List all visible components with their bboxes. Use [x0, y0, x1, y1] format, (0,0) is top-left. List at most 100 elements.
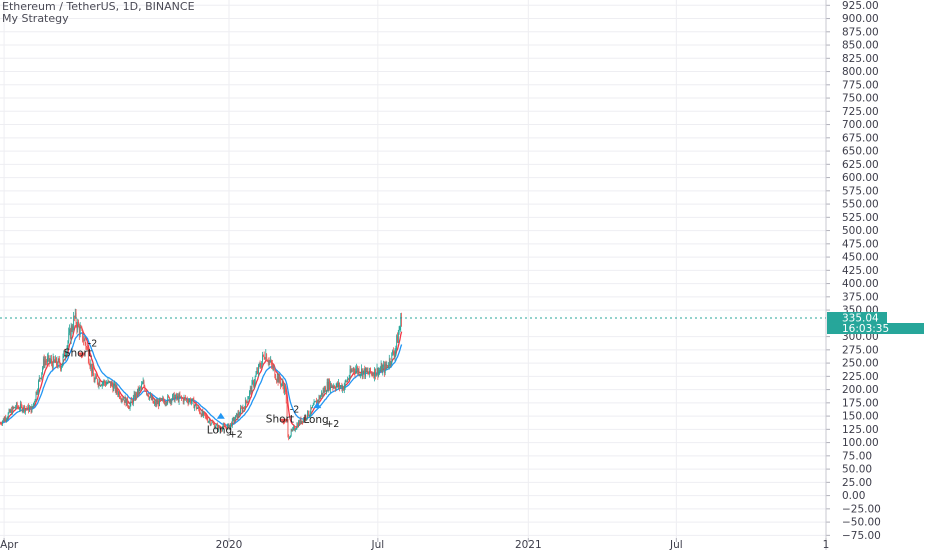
price-tick-label: 825.00 [842, 53, 879, 65]
candle-body [208, 421, 210, 423]
candle-body [325, 387, 326, 392]
candle-body [363, 368, 365, 371]
candle-body [199, 409, 201, 414]
candle-body [235, 415, 237, 420]
strategy-name[interactable]: My Strategy [2, 12, 69, 25]
candle-body [258, 364, 260, 366]
candle-body [387, 364, 389, 367]
candle-body [352, 368, 354, 371]
candle-body [276, 375, 278, 381]
candle-body [119, 397, 121, 399]
candle-body [77, 321, 79, 330]
candle-body [166, 403, 168, 405]
candle-body [339, 382, 340, 388]
candle-body [170, 399, 172, 403]
last-price-badge [827, 312, 887, 324]
candle-body [267, 361, 269, 364]
candle-body [186, 398, 188, 402]
candle-body [153, 403, 155, 404]
price-tick-label: 425.00 [842, 265, 879, 277]
candle-body [193, 399, 195, 409]
price-tick-label: 50.00 [842, 464, 872, 476]
candle-body [20, 403, 21, 410]
candle-body [115, 383, 116, 392]
candle-body [243, 407, 245, 409]
candle-body [140, 387, 142, 389]
candle-body [4, 417, 6, 421]
candle-body [83, 340, 84, 342]
candle-body [351, 370, 353, 373]
candle-body [241, 408, 243, 412]
candle-body [338, 382, 340, 387]
candle-body [65, 353, 67, 355]
candle-body [343, 386, 345, 391]
candle-body [137, 388, 139, 394]
candle-body [112, 385, 114, 391]
candle-body [264, 358, 266, 360]
candle-body [258, 364, 259, 373]
short-arrow-icon [77, 352, 86, 359]
price-tick-label: 75.00 [842, 450, 872, 462]
candle-body [180, 396, 182, 398]
candle-body [61, 363, 63, 368]
candle-body [314, 401, 316, 403]
candle-body [38, 380, 39, 392]
candle-body [253, 380, 255, 386]
candle-body [210, 423, 212, 425]
candle-body [88, 349, 89, 362]
candle-body [379, 369, 381, 371]
candle-body [7, 417, 8, 419]
candle-body [302, 420, 304, 423]
candle-body [181, 396, 183, 399]
candle-body [121, 399, 123, 401]
candle-body [206, 416, 208, 420]
candle-body [139, 387, 141, 389]
candle-body [36, 391, 38, 394]
candle-body [113, 385, 115, 391]
candle-body [319, 396, 321, 399]
candle-body [79, 325, 80, 335]
candle-body [221, 429, 223, 431]
candle-body [64, 350, 66, 357]
ema-slow-line [0, 332, 403, 427]
candle-body [88, 361, 90, 365]
candle-body [135, 392, 137, 400]
price-tick-label: 125.00 [842, 424, 879, 436]
candle-body [336, 382, 338, 386]
candle-body [14, 407, 16, 408]
last-price-label: 335.04 [842, 313, 879, 325]
candle-body [354, 371, 356, 374]
candle-body [106, 383, 108, 385]
candle-body [101, 385, 102, 387]
candle-body [293, 426, 295, 429]
candle-body [328, 380, 330, 390]
candle-body [174, 397, 176, 402]
candle-body [249, 387, 251, 392]
candle-body [360, 373, 362, 375]
candle-body [345, 380, 347, 382]
candle-body [184, 397, 186, 399]
candle-body [263, 355, 265, 359]
candle-body [78, 321, 80, 326]
candle-body [251, 381, 253, 393]
candle-body [66, 346, 68, 354]
candle-body [163, 398, 165, 402]
candle-body [22, 409, 24, 412]
candle-body [204, 413, 206, 417]
candle-body [380, 364, 382, 370]
candle-body [323, 390, 325, 392]
price-tick-label: 725.00 [842, 106, 879, 118]
price-tick-label: 475.00 [842, 238, 879, 250]
candle-body [284, 385, 286, 392]
price-tick-label: 625.00 [842, 159, 879, 171]
candle-body [379, 370, 380, 372]
candle-body [35, 391, 37, 400]
candle-body [6, 418, 8, 421]
candle-body [195, 404, 197, 409]
candle-body [171, 399, 173, 403]
candle-body [79, 327, 81, 335]
candle-body [0, 423, 2, 424]
candle-body [168, 396, 169, 397]
